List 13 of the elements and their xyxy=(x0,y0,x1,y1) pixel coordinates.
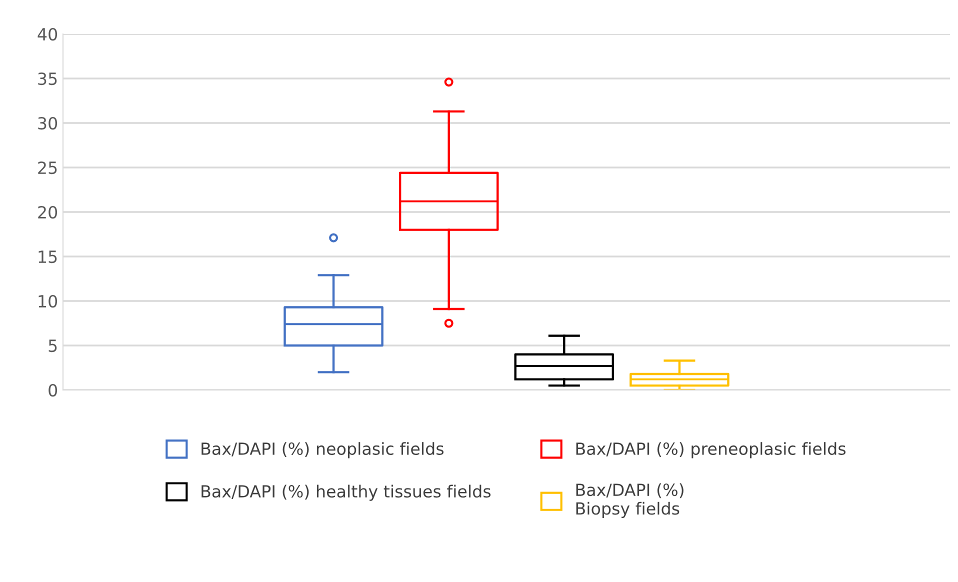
legend-label: Bax/DAPI (%) preneoplasic fields xyxy=(576,442,846,458)
y-tick-label: 25 xyxy=(38,161,57,174)
y-tick-label: 35 xyxy=(38,72,57,86)
y-tick-label: 15 xyxy=(38,250,57,264)
legend-label: Bax/DAPI (%) Biopsy fields xyxy=(576,483,684,518)
legend-label: Bax/DAPI (%) neoplasic fields xyxy=(202,442,444,458)
legend-label: Bax/DAPI (%) healthy tissues fields xyxy=(202,484,491,501)
y-tick-label: 5 xyxy=(48,340,57,352)
y-tick-label: 0 xyxy=(48,384,58,397)
y-tick-label: 30 xyxy=(38,116,58,130)
y-tick-label: 20 xyxy=(38,206,58,219)
y-tick-label: 10 xyxy=(38,294,58,308)
y-tick-label: 40 xyxy=(38,28,58,41)
